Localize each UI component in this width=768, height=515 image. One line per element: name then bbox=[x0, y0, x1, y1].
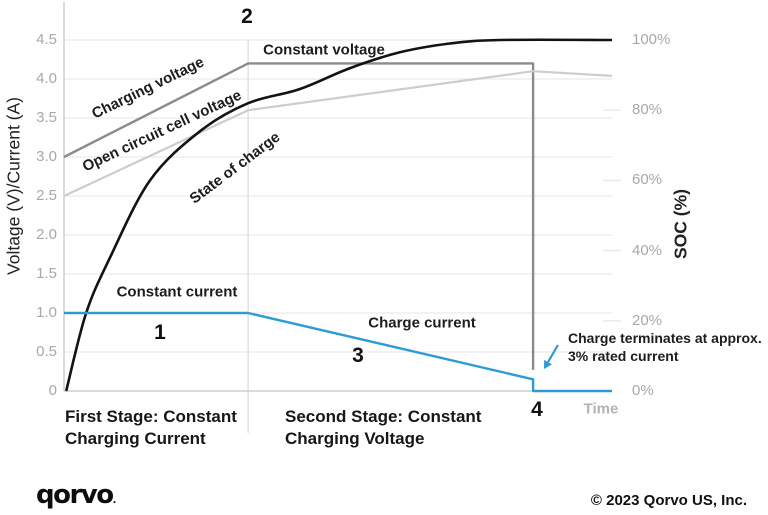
y-axis-title-right: SOC (%) bbox=[670, 189, 691, 259]
y-right-tick-label: 40% bbox=[632, 241, 663, 259]
y-left-tick-label: 2.5 bbox=[36, 187, 57, 204]
y-left-tick-label: 3.0 bbox=[36, 148, 57, 165]
stage-marker-1: 1 bbox=[154, 321, 166, 344]
series-charge-current bbox=[64, 311, 612, 393]
y-left-tick-label: 3.5 bbox=[36, 109, 57, 126]
y-axis-title-left: Voltage (V)/Current (A) bbox=[3, 97, 24, 275]
y-left-tick-label: 4.0 bbox=[36, 70, 57, 87]
y-left-tick-label: 0 bbox=[48, 382, 57, 399]
copyright-text: © 2023 Qorvo US, Inc. bbox=[590, 492, 747, 509]
stage2-caption-line1: Second Stage: Constant bbox=[285, 407, 482, 426]
y-left-tick-label: 1.5 bbox=[36, 265, 57, 282]
annotation-arrow-head bbox=[544, 359, 552, 369]
stage1-caption-line2: Charging Current bbox=[65, 429, 206, 448]
y-left-tick-label: 2.0 bbox=[36, 226, 57, 243]
label-constant-voltage: Constant voltage bbox=[263, 41, 385, 59]
y-right-tick-label: 100% bbox=[632, 31, 671, 48]
label-time-axis: Time bbox=[583, 400, 619, 418]
stage-marker-3: 3 bbox=[352, 344, 364, 367]
series-open-circuit-cell-voltage bbox=[63, 70, 613, 197]
y-left-tick-label: 1.0 bbox=[36, 304, 57, 321]
annotation-arrow-shaft bbox=[547, 344, 559, 363]
y-right-tick-label: 20% bbox=[632, 311, 663, 329]
termination-annotation: Charge terminates at approx. 3% rated cu… bbox=[568, 330, 762, 365]
stage-marker-2: 2 bbox=[241, 5, 253, 28]
y-right-tick-label: 0% bbox=[632, 382, 654, 399]
stage-marker-4: 4 bbox=[531, 398, 543, 421]
series-charging-voltage bbox=[63, 62, 535, 370]
y-right-tick-label: 60% bbox=[632, 171, 663, 189]
stage1-caption-line1: First Stage: Constant bbox=[65, 407, 237, 426]
stage2-caption: Second Stage: Constant Charging Voltage bbox=[285, 406, 481, 450]
y-left-tick-label: 0.5 bbox=[36, 343, 57, 360]
y-right-tick-label: 80% bbox=[632, 101, 663, 119]
qorvo-logo-mark: . bbox=[112, 495, 117, 506]
label-constant-current: Constant current bbox=[116, 283, 238, 301]
y-left-tick-label: 4.5 bbox=[36, 31, 57, 48]
qorvo-logo: qorvo. bbox=[36, 482, 116, 514]
label-charge-current: Charge current bbox=[368, 314, 476, 332]
series-state-of-charge bbox=[64, 38, 613, 392]
qorvo-logo-text: qorvo bbox=[36, 480, 114, 510]
termination-annotation-line2: 3% rated current bbox=[568, 347, 679, 364]
stage2-caption-line2: Charging Voltage bbox=[285, 429, 425, 448]
termination-annotation-line1: Charge terminates at approx. bbox=[568, 330, 762, 346]
stage1-caption: First Stage: Constant Charging Current bbox=[65, 406, 237, 450]
